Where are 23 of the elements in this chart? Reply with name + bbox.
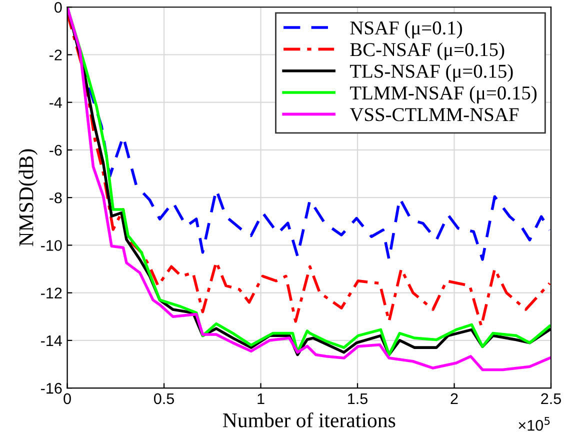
y-tick-label: -6	[50, 144, 62, 156]
x-tick-label: 1	[258, 393, 264, 404]
x-tick-label: 2	[450, 393, 458, 404]
y-tick-label: -16	[41, 382, 62, 394]
y-tick-label: -14	[41, 335, 62, 346]
x-tick-label: 0	[64, 393, 71, 404]
y-tick-label: -12	[41, 288, 62, 298]
x-tick-label: 2.5	[541, 393, 561, 404]
y-tick-label: 0	[54, 2, 62, 13]
legend-label: BC-NSAF (μ=0.15)	[350, 42, 504, 60]
legend-label: TLS-NSAF (μ=0.15)	[350, 64, 513, 82]
x-tick-label: 0.5	[154, 393, 174, 404]
legend-label: VSS-CTLMM-NSAF	[350, 108, 519, 122]
y-axis-title: NMSD(dB)	[18, 149, 38, 246]
legend-label: NSAF (μ=0.1)	[350, 20, 462, 38]
x-tick-label: 1.5	[348, 393, 368, 404]
y-tick-label: -10	[41, 240, 62, 251]
legend-label: TLMM-NSAF (μ=0.15)	[350, 86, 537, 104]
y-tick-label: -8	[50, 192, 62, 204]
y-tick-label: -4	[50, 97, 62, 108]
x-axis-title: Number of iterations	[222, 412, 396, 428]
y-tick-label: -2	[50, 50, 62, 60]
text: ×10$^{5}$	[518, 416, 550, 431]
